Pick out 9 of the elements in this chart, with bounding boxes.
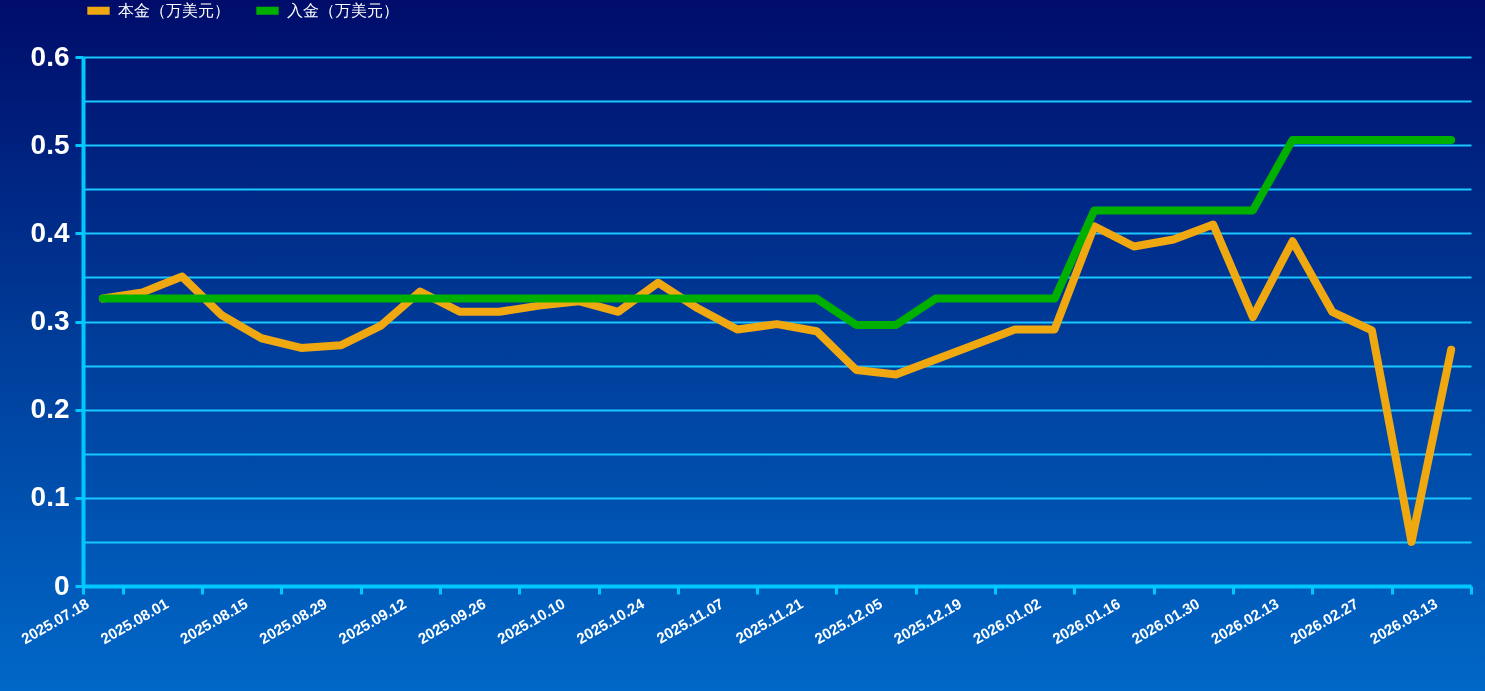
y-tick-label: 0.3 — [30, 305, 70, 336]
legend-label: 入金（万美元） — [287, 1, 399, 19]
y-tick-label: 0 — [53, 569, 70, 601]
y-tick-label: 0.4 — [30, 216, 70, 248]
y-tick-label: 0.1 — [30, 481, 70, 513]
y-tick-label: 0.6 — [30, 40, 70, 72]
y-tick-label: 0.2 — [30, 393, 70, 425]
y-tick-label: 0.5 — [30, 128, 70, 160]
legend-label: 本金（万美元） — [118, 1, 230, 19]
